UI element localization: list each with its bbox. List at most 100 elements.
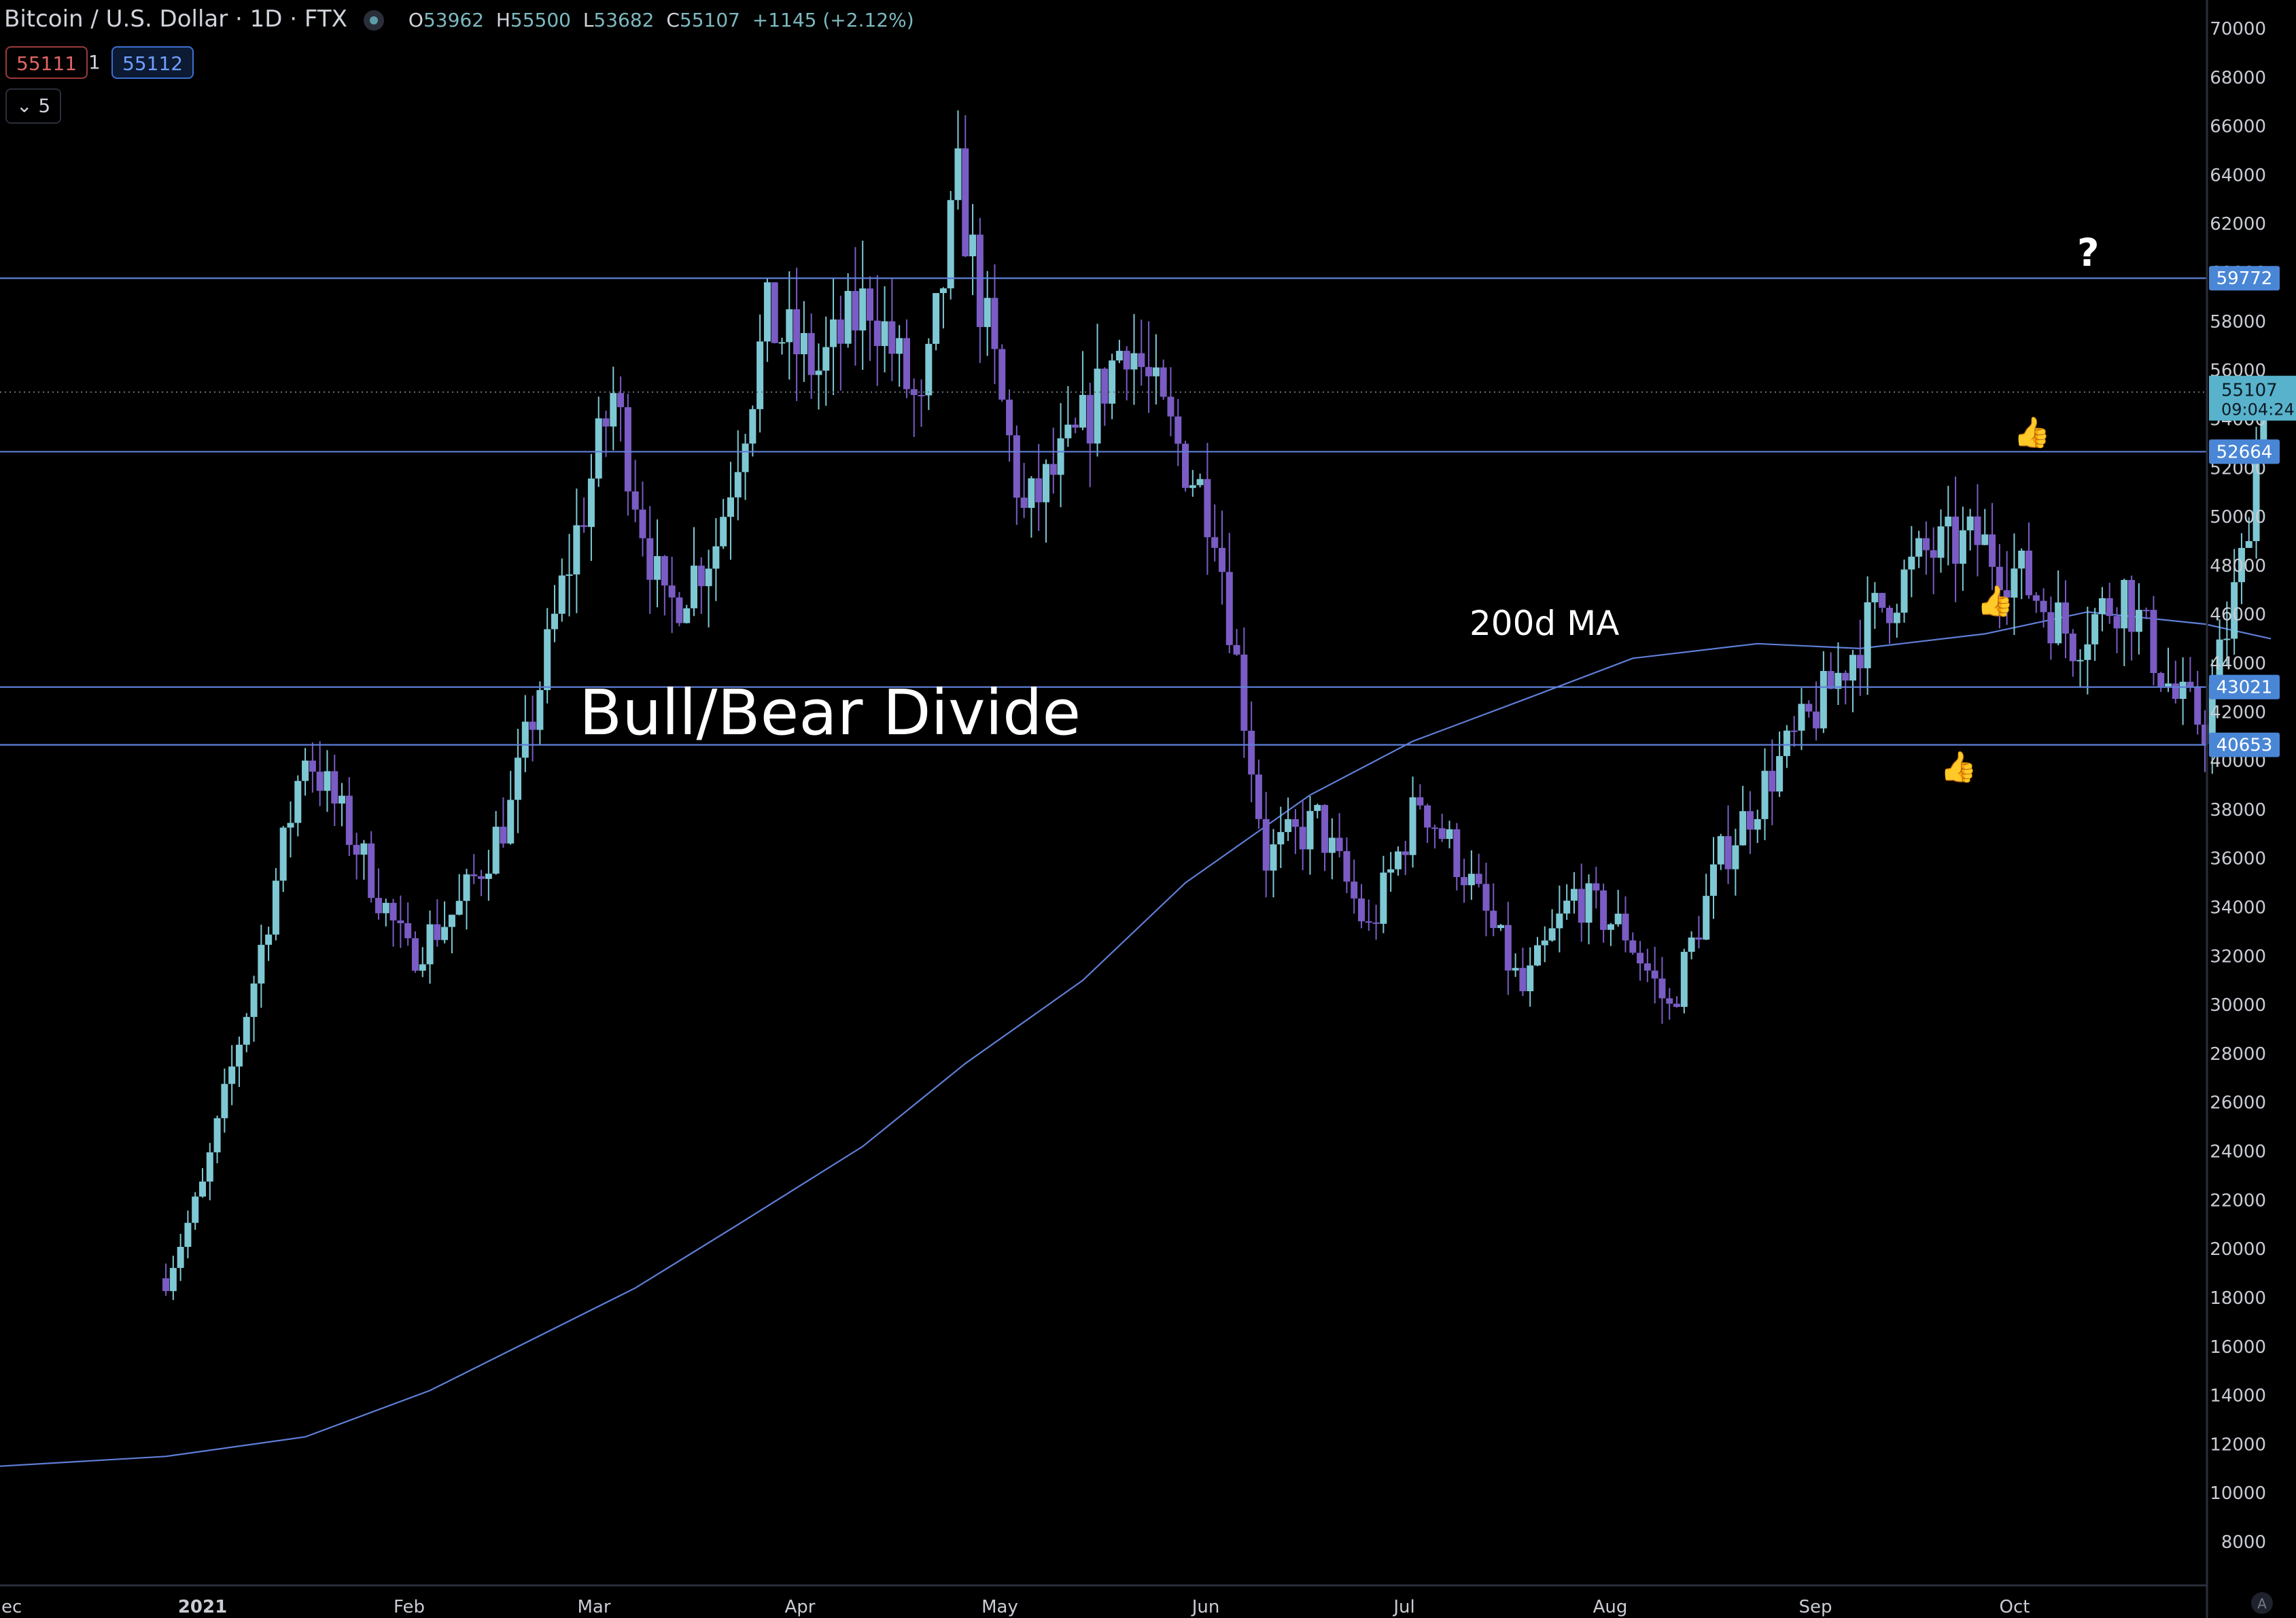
candle-body xyxy=(397,920,404,924)
candle-body xyxy=(639,509,646,538)
candle-body xyxy=(1086,394,1094,444)
candle-body xyxy=(2223,638,2231,640)
candle-body xyxy=(646,538,654,580)
candle-body xyxy=(1291,819,1299,827)
candle-body xyxy=(1497,925,1505,929)
candle-body xyxy=(1299,827,1306,850)
quantity-value[interactable]: 1 xyxy=(88,51,101,73)
symbol-title[interactable]: Bitcoin / U.S. Dollar · 1D · FTX xyxy=(4,5,347,33)
candle-body xyxy=(1798,704,1805,731)
candle-body xyxy=(859,288,867,331)
level-layer[interactable] xyxy=(0,277,2207,746)
candle-body xyxy=(2172,683,2179,700)
candle-body xyxy=(1035,478,1043,502)
candle-body xyxy=(1842,672,1849,681)
candle-body xyxy=(2032,595,2040,601)
ma-200-line xyxy=(0,610,2272,1467)
candle-body xyxy=(1336,838,1343,851)
candle-body xyxy=(1182,443,1189,488)
candle-layer xyxy=(162,110,2267,1301)
y-tick-label: 46000 xyxy=(2210,605,2266,625)
candle-body xyxy=(1761,770,1769,819)
level-price-label: 59772 xyxy=(2216,269,2273,289)
y-tick-label: 36000 xyxy=(2210,849,2266,870)
candle-body xyxy=(463,874,470,901)
candle-body xyxy=(1482,884,1490,911)
candle-body xyxy=(338,795,346,804)
candle-body xyxy=(1343,850,1351,882)
candle-body xyxy=(881,321,888,346)
candle-body xyxy=(375,897,382,914)
candle-body xyxy=(573,525,580,574)
candle-body xyxy=(1959,530,1966,564)
candle-body xyxy=(1358,898,1366,922)
candle-body xyxy=(2216,639,2223,685)
candle-body xyxy=(587,478,595,528)
indicators-count: 5 xyxy=(38,94,51,117)
ma-annotation[interactable]: 200d MA xyxy=(1469,604,1620,643)
candle-body xyxy=(925,343,933,396)
candle-body xyxy=(529,721,536,730)
candle-body xyxy=(683,608,691,623)
x-tick-label: 2021 xyxy=(178,1597,227,1617)
close-label: C xyxy=(666,9,680,31)
candle-body xyxy=(1643,963,1651,971)
candle-body xyxy=(1306,810,1314,850)
time-axis[interactable]: ec 2021 Feb Mar Apr May Jun Jul Aug Sep Oct xyxy=(1,1597,2030,1617)
candle-body xyxy=(1974,516,1981,545)
candle-body xyxy=(800,332,807,355)
thumbs-up-icon[interactable]: 👍 xyxy=(1977,584,2014,619)
candle-body xyxy=(1849,655,1857,681)
candle-body xyxy=(2135,610,2142,632)
candle-body xyxy=(478,876,485,879)
candle-body xyxy=(1424,805,1431,828)
candle-body xyxy=(1372,922,1380,924)
candle-body xyxy=(749,409,756,444)
price-axis[interactable]: 8000 10000 12000 14000 16000 18000 20000 22000 2… xyxy=(2210,19,2266,1553)
candle-body xyxy=(2202,724,2208,744)
candle-body xyxy=(1900,569,1908,613)
y-tick-label: 20000 xyxy=(2210,1239,2266,1260)
candle-body xyxy=(1101,368,1109,404)
candle-body xyxy=(2040,600,2047,613)
candle-body xyxy=(1218,547,1225,572)
candle-body xyxy=(1072,424,1079,428)
candle-body xyxy=(852,290,859,331)
candle-body xyxy=(2150,610,2157,673)
open-value: 53962 xyxy=(423,9,485,31)
x-tick-label: ec xyxy=(1,1597,22,1617)
candle-body xyxy=(969,235,977,256)
x-tick-label: Oct xyxy=(2000,1597,2030,1617)
candle-body xyxy=(712,546,720,569)
bull-bear-divide-annotation[interactable]: Bull/Bear Divide xyxy=(579,676,1081,749)
candle-body xyxy=(1394,851,1402,870)
high-value: 55500 xyxy=(510,9,571,31)
buy-button[interactable]: 55112 xyxy=(111,46,194,79)
candle-body xyxy=(2055,602,2062,644)
y-tick-label: 18000 xyxy=(2210,1288,2266,1309)
candle-body xyxy=(1145,366,1153,377)
candle-body xyxy=(2165,683,2172,687)
sell-button[interactable]: 55111 xyxy=(5,46,88,79)
thumbs-up-icon[interactable]: 👍 xyxy=(1940,750,1977,785)
candle-body xyxy=(1020,498,1028,509)
auto-scale-button[interactable]: A xyxy=(2251,1592,2273,1614)
candle-body xyxy=(1981,534,1989,545)
candle-body xyxy=(536,690,544,730)
thumbs-up-icon[interactable]: 👍 xyxy=(2013,415,2051,450)
candle-body xyxy=(1211,537,1219,548)
candle-body xyxy=(507,799,515,844)
candle-body xyxy=(1688,937,1695,952)
candle-body xyxy=(1776,756,1784,792)
indicators-toggle[interactable]: ⌄ 5 xyxy=(5,88,62,124)
y-tick-label: 12000 xyxy=(2210,1434,2266,1455)
candle-body xyxy=(1673,1003,1681,1008)
candle-body xyxy=(235,1044,243,1067)
candle-body xyxy=(1013,435,1020,498)
candle-body xyxy=(947,200,954,289)
x-tick-label: Feb xyxy=(394,1597,425,1617)
candle-body xyxy=(1703,895,1710,940)
candle-body xyxy=(1240,654,1248,731)
question-annotation[interactable]: ? xyxy=(2077,231,2100,275)
